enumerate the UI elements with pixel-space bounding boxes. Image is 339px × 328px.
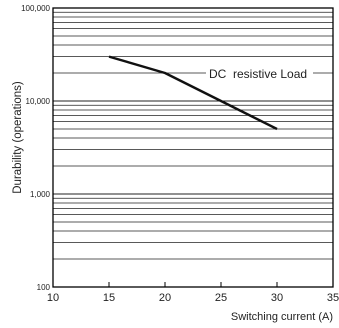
y-tick-label: 100 — [37, 283, 51, 292]
y-tick-labels: 100 1,000 10,000 100,000 — [21, 4, 50, 292]
series-label-background — [206, 67, 313, 82]
x-tick-marks — [52, 282, 334, 287]
x-tick-label: 25 — [215, 292, 227, 304]
x-axis-label: Switching current (A) — [231, 311, 333, 323]
y-tick-label: 100,000 — [21, 4, 50, 13]
x-tick-label: 35 — [327, 292, 339, 304]
y-axis-label: Durability (operations) — [12, 81, 24, 194]
plot-frame — [52, 7, 334, 288]
series-label: DC resistive Load — [209, 67, 307, 81]
x-tick-label: 20 — [159, 292, 171, 304]
x-tick-label: 30 — [271, 292, 283, 304]
series-line — [108, 55, 278, 131]
x-tick-labels: 10 15 20 25 30 35 — [47, 292, 339, 304]
series-layer: DC resistive Load — [108, 55, 313, 131]
y-tick-label: 1,000 — [30, 190, 51, 199]
x-tick-label: 10 — [47, 292, 59, 304]
y-tick-label: 10,000 — [26, 97, 51, 106]
x-tick-label: 15 — [103, 292, 115, 304]
grid-lines — [53, 11, 333, 260]
